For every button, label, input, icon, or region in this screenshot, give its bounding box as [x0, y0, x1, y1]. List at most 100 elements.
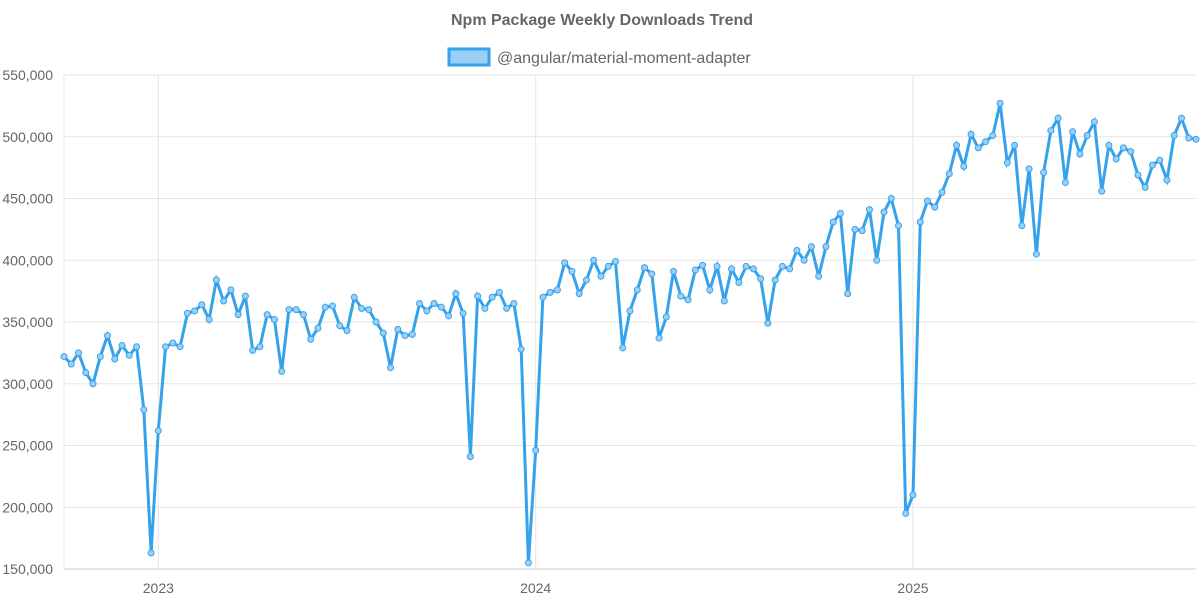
data-point[interactable]	[960, 162, 968, 170]
data-point[interactable]	[749, 265, 757, 273]
data-point[interactable]	[677, 292, 685, 300]
data-point[interactable]	[67, 360, 75, 368]
data-point[interactable]	[865, 206, 873, 214]
data-point[interactable]	[118, 341, 126, 349]
data-point[interactable]	[350, 293, 358, 301]
data-point[interactable]	[234, 311, 242, 319]
data-point[interactable]	[873, 256, 881, 264]
data-point[interactable]	[104, 332, 112, 340]
data-point[interactable]	[836, 209, 844, 217]
data-point[interactable]	[285, 306, 293, 314]
data-point[interactable]	[916, 218, 924, 226]
data-point[interactable]	[815, 272, 823, 280]
data-point[interactable]	[771, 276, 779, 284]
data-point[interactable]	[996, 99, 1004, 107]
data-point[interactable]	[162, 343, 170, 351]
data-point[interactable]	[974, 144, 982, 152]
data-point[interactable]	[183, 309, 191, 317]
data-point[interactable]	[452, 290, 460, 298]
data-point[interactable]	[1003, 159, 1011, 167]
data-point[interactable]	[887, 195, 895, 202]
data-point[interactable]	[880, 208, 888, 216]
data-point[interactable]	[662, 313, 670, 321]
data-point[interactable]	[1148, 161, 1156, 169]
data-point[interactable]	[1018, 222, 1026, 230]
data-point[interactable]	[133, 343, 141, 351]
data-point[interactable]	[125, 351, 133, 359]
data-point[interactable]	[858, 227, 866, 235]
data-point[interactable]	[1134, 171, 1142, 179]
data-point[interactable]	[292, 306, 300, 314]
data-point[interactable]	[691, 266, 699, 274]
data-point[interactable]	[111, 355, 119, 363]
data-point[interactable]	[89, 380, 97, 388]
data-point[interactable]	[495, 288, 503, 296]
data-point[interactable]	[169, 339, 177, 347]
data-point[interactable]	[96, 353, 104, 361]
data-point[interactable]	[474, 292, 482, 300]
data-point[interactable]	[597, 272, 605, 280]
data-point[interactable]	[967, 130, 975, 138]
data-point[interactable]	[728, 265, 736, 273]
data-point[interactable]	[822, 243, 830, 251]
data-point[interactable]	[706, 286, 714, 294]
data-point[interactable]	[894, 222, 902, 230]
data-point[interactable]	[568, 267, 576, 275]
data-point[interactable]	[205, 316, 213, 324]
data-point[interactable]	[365, 306, 373, 314]
data-point[interactable]	[633, 286, 641, 294]
data-point[interactable]	[989, 132, 997, 140]
data-point[interactable]	[561, 259, 569, 267]
data-point[interactable]	[604, 262, 612, 270]
data-point[interactable]	[786, 265, 794, 273]
data-point[interactable]	[191, 307, 199, 315]
data-point[interactable]	[648, 270, 656, 278]
data-point[interactable]	[1083, 132, 1091, 140]
data-point[interactable]	[757, 275, 765, 283]
data-point[interactable]	[626, 307, 634, 315]
data-point[interactable]	[379, 329, 387, 337]
data-point[interactable]	[372, 318, 380, 326]
data-point[interactable]	[1163, 176, 1171, 184]
data-point[interactable]	[778, 262, 786, 270]
data-point[interactable]	[256, 343, 264, 351]
data-point[interactable]	[488, 293, 496, 301]
data-point[interactable]	[270, 316, 278, 324]
data-point[interactable]	[423, 307, 431, 315]
data-point[interactable]	[713, 262, 721, 270]
data-point[interactable]	[307, 335, 315, 343]
data-point[interactable]	[394, 325, 402, 333]
data-point[interactable]	[546, 288, 554, 296]
data-point[interactable]	[1192, 135, 1200, 143]
data-point[interactable]	[336, 322, 344, 330]
data-point[interactable]	[655, 334, 663, 342]
data-point[interactable]	[241, 292, 249, 300]
data-point[interactable]	[459, 309, 467, 317]
data-point[interactable]	[1127, 148, 1135, 156]
data-point[interactable]	[575, 290, 583, 298]
data-point[interactable]	[931, 203, 939, 211]
data-point[interactable]	[953, 141, 961, 149]
data-point[interactable]	[1011, 141, 1019, 149]
data-point[interactable]	[764, 319, 772, 327]
data-point[interactable]	[982, 138, 990, 146]
data-point[interactable]	[299, 311, 307, 319]
data-point[interactable]	[481, 304, 489, 312]
data-point[interactable]	[720, 297, 728, 305]
data-point[interactable]	[263, 311, 271, 319]
data-point[interactable]	[742, 262, 750, 270]
data-point[interactable]	[938, 188, 946, 196]
data-point[interactable]	[387, 364, 395, 372]
data-point[interactable]	[735, 278, 743, 286]
data-point[interactable]	[1076, 150, 1084, 158]
data-point[interactable]	[524, 559, 532, 567]
data-point[interactable]	[517, 345, 525, 353]
data-point[interactable]	[1054, 114, 1062, 122]
data-point[interactable]	[401, 332, 409, 340]
legend[interactable]: @angular/material-moment-adapter	[447, 47, 751, 67]
data-point[interactable]	[358, 304, 366, 312]
data-point[interactable]	[212, 276, 220, 284]
data-point[interactable]	[198, 301, 206, 309]
data-point[interactable]	[510, 299, 518, 307]
data-point[interactable]	[1185, 134, 1193, 142]
